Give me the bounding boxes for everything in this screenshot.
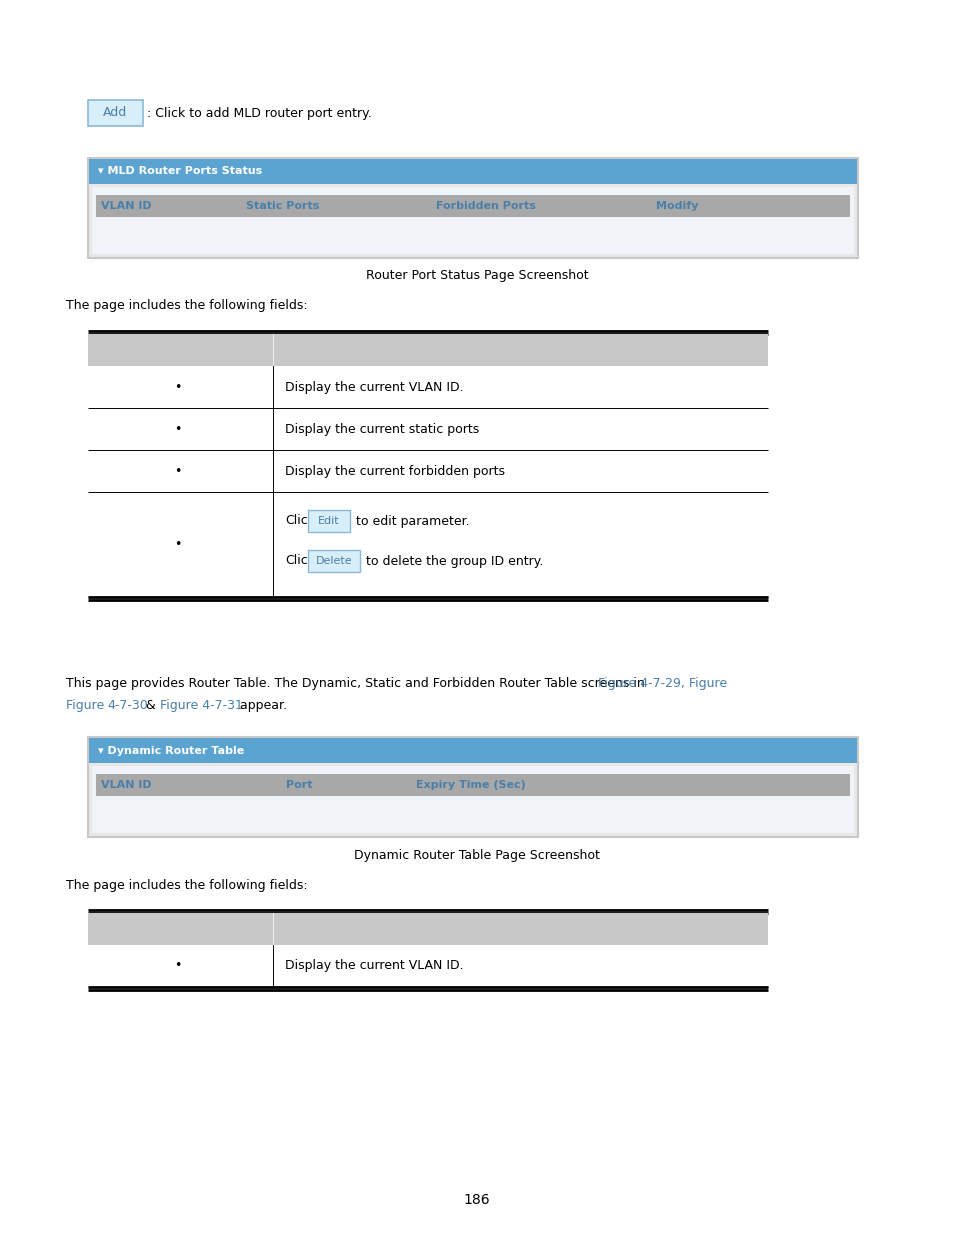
Bar [91,186,853,254]
Text: appear.: appear. [235,699,286,713]
Text: This page provides Router Table. The Dynamic, Static and Forbidden Router Table : This page provides Router Table. The Dyn… [66,677,648,690]
Text: Router Port Status Page Screenshot: Router Port Status Page Screenshot [365,269,588,283]
Text: The page includes the following fields:: The page includes the following fields: [66,878,307,892]
Bar [96,774,849,797]
Bar [308,510,350,532]
Bar [308,550,359,572]
Text: VLAN ID: VLAN ID [101,201,152,211]
Bar [88,158,857,258]
Text: Display the current VLAN ID.: Display the current VLAN ID. [285,960,463,972]
Text: Edit: Edit [318,516,339,526]
Text: Static Ports: Static Ports [246,201,319,211]
Text: •: • [174,538,181,551]
Text: Dynamic Router Table Page Screenshot: Dynamic Router Table Page Screenshot [354,848,599,862]
Text: •: • [174,380,181,394]
Text: to delete the group ID entry.: to delete the group ID entry. [366,555,543,568]
Bar [89,739,856,763]
Text: to edit parameter.: to edit parameter. [355,515,469,527]
Text: Modify: Modify [656,201,698,211]
Text: 4-7-30: 4-7-30 [107,699,148,713]
Text: Delete: Delete [315,556,352,566]
Text: The page includes the following fields:: The page includes the following fields: [66,300,307,312]
Text: Figure: Figure [66,699,108,713]
Text: Display the current static ports: Display the current static ports [285,422,478,436]
Text: Click: Click [285,555,314,568]
Text: Add: Add [103,106,128,120]
Bar [88,100,143,126]
Text: Expiry Time (Sec): Expiry Time (Sec) [416,781,525,790]
Text: Figure 4-7-29, Figure: Figure 4-7-29, Figure [598,677,727,690]
Text: ▾ Dynamic Router Table: ▾ Dynamic Router Table [98,746,244,756]
Text: •: • [174,422,181,436]
Bar [96,195,849,217]
Bar [89,159,856,184]
Text: Forbidden Ports: Forbidden Ports [436,201,536,211]
Text: Port: Port [286,781,313,790]
Text: •: • [174,464,181,478]
Text: Display the current VLAN ID.: Display the current VLAN ID. [285,380,463,394]
Bar [91,766,853,832]
Text: VLAN ID: VLAN ID [101,781,152,790]
Text: ▾ MLD Router Ports Status: ▾ MLD Router Ports Status [98,167,262,177]
Bar [88,737,857,837]
Text: •: • [174,960,181,972]
Bar [88,913,767,945]
Text: 186: 186 [463,1193,490,1207]
Text: Display the current forbidden ports: Display the current forbidden ports [285,464,504,478]
Bar [88,333,767,366]
Text: &: & [142,699,160,713]
Text: : Click to add MLD router port entry.: : Click to add MLD router port entry. [147,106,372,120]
Text: Figure 4-7-31: Figure 4-7-31 [159,699,242,713]
Text: Click: Click [285,515,314,527]
